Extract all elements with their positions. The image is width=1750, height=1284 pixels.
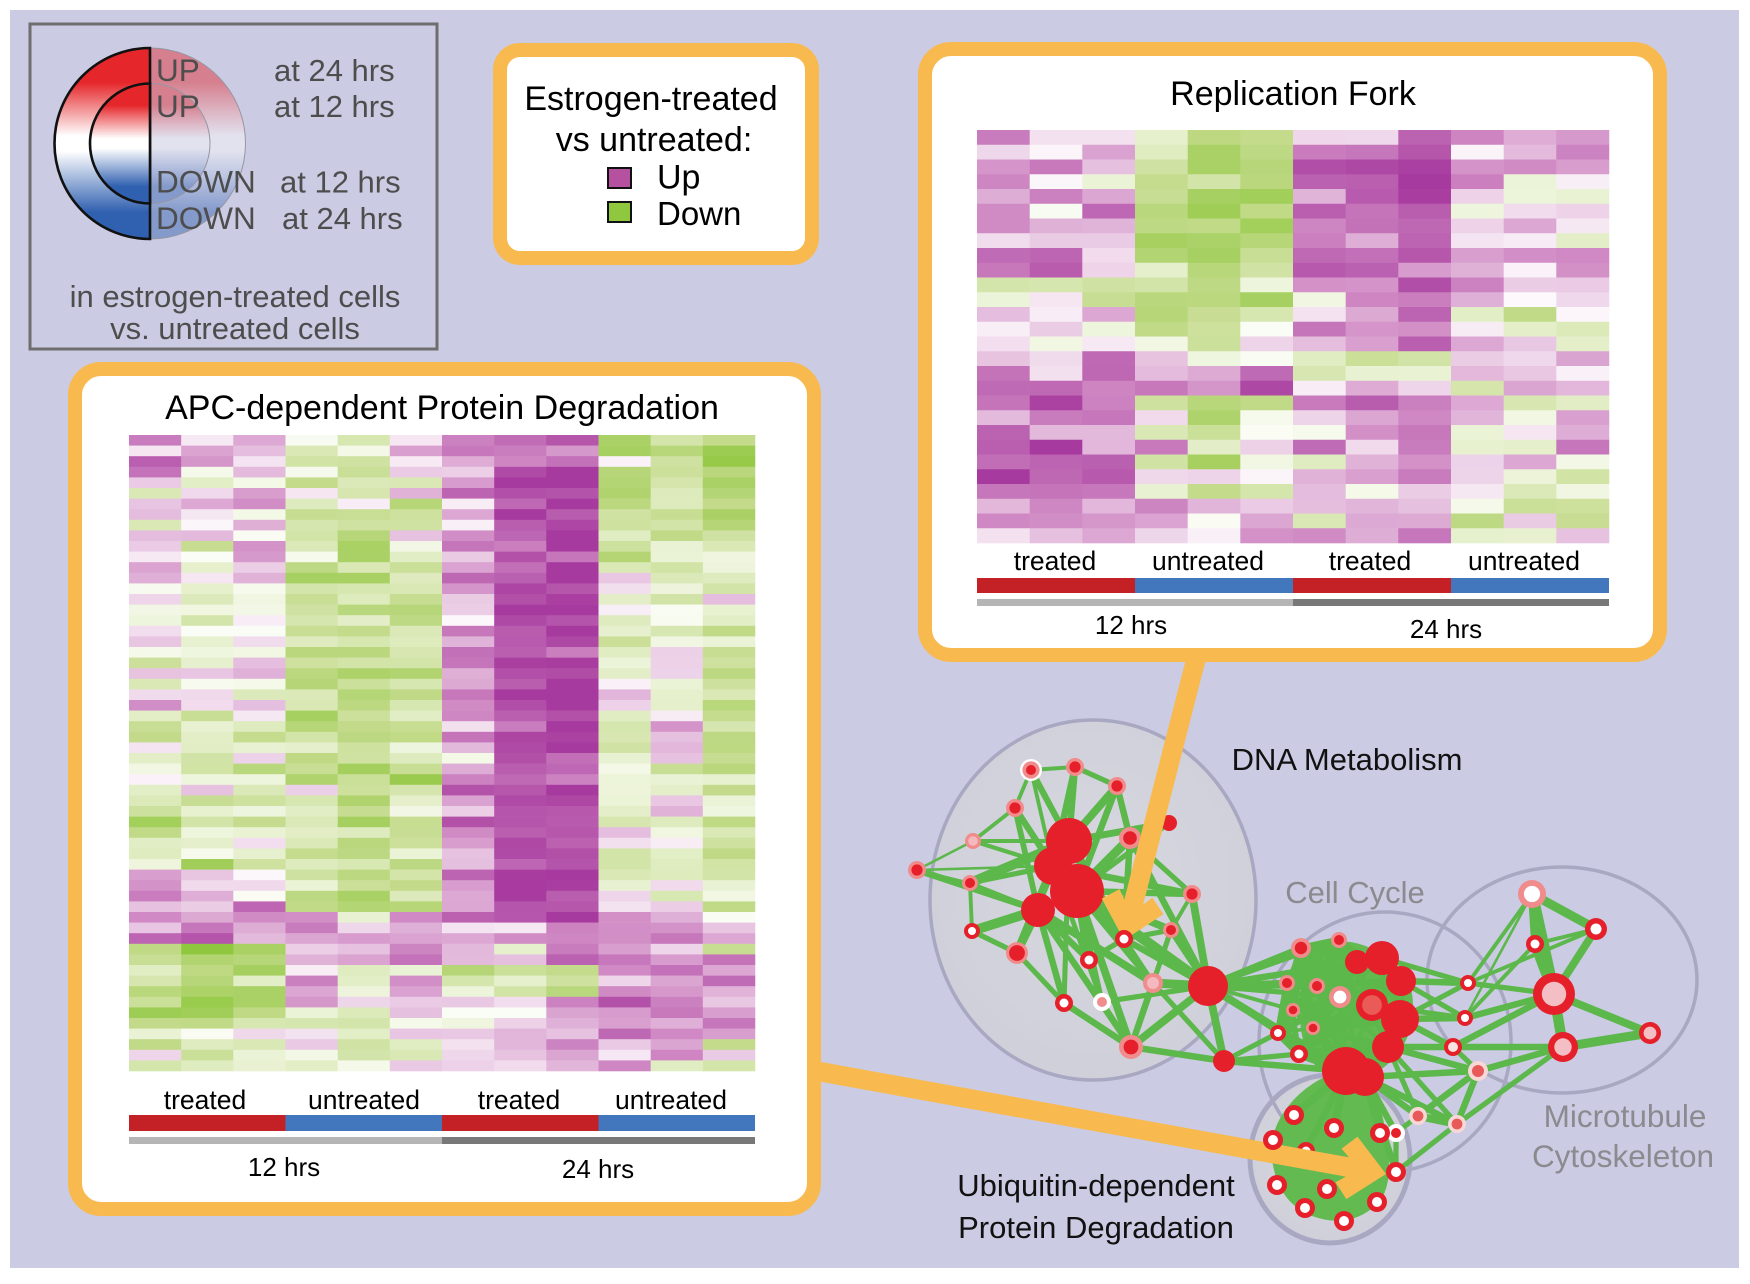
svg-text:APC-dependent Protein Degradat: APC-dependent Protein Degradation — [165, 389, 719, 427]
svg-text:at 12 hrs: at 12 hrs — [274, 89, 395, 124]
svg-text:treated: treated — [164, 1085, 247, 1115]
svg-text:untreated: untreated — [1152, 546, 1264, 576]
svg-text:24 hrs: 24 hrs — [1410, 614, 1482, 644]
svg-text:Microtubule: Microtubule — [1544, 1098, 1707, 1134]
svg-text:Ubiquitin-dependent: Ubiquitin-dependent — [957, 1168, 1235, 1203]
svg-text:DOWN: DOWN — [156, 164, 256, 200]
svg-text:Down: Down — [657, 195, 741, 232]
svg-text:UP: UP — [156, 52, 200, 88]
svg-text:treated: treated — [1014, 546, 1097, 576]
svg-text:12 hrs: 12 hrs — [248, 1152, 320, 1182]
svg-text:in estrogen-treated cells: in estrogen-treated cells — [70, 279, 401, 314]
svg-text:vs untreated:: vs untreated: — [556, 121, 753, 159]
svg-text:12 hrs: 12 hrs — [1095, 610, 1167, 640]
svg-text:24 hrs: 24 hrs — [562, 1154, 634, 1184]
svg-text:Protein Degradation: Protein Degradation — [958, 1210, 1234, 1245]
svg-text:untreated: untreated — [615, 1085, 727, 1115]
svg-text:Replication Fork: Replication Fork — [1170, 75, 1417, 113]
svg-text:UP: UP — [156, 88, 200, 124]
svg-text:treated: treated — [478, 1085, 561, 1115]
svg-text:Cytoskeleton: Cytoskeleton — [1532, 1138, 1714, 1174]
svg-text:untreated: untreated — [1468, 546, 1580, 576]
svg-text:Up: Up — [657, 159, 700, 197]
svg-text:at 12 hrs: at 12 hrs — [280, 165, 401, 200]
svg-text:Cell Cycle: Cell Cycle — [1285, 875, 1425, 910]
svg-text:DNA Metabolism: DNA Metabolism — [1232, 742, 1463, 777]
svg-text:treated: treated — [1329, 546, 1412, 576]
svg-text:DOWN: DOWN — [156, 200, 256, 236]
svg-text:at 24 hrs: at 24 hrs — [282, 201, 403, 236]
svg-text:Estrogen-treated: Estrogen-treated — [524, 80, 777, 118]
svg-text:at 24 hrs: at 24 hrs — [274, 53, 395, 88]
svg-text:vs. untreated cells: vs. untreated cells — [110, 311, 360, 346]
svg-text:untreated: untreated — [308, 1085, 420, 1115]
